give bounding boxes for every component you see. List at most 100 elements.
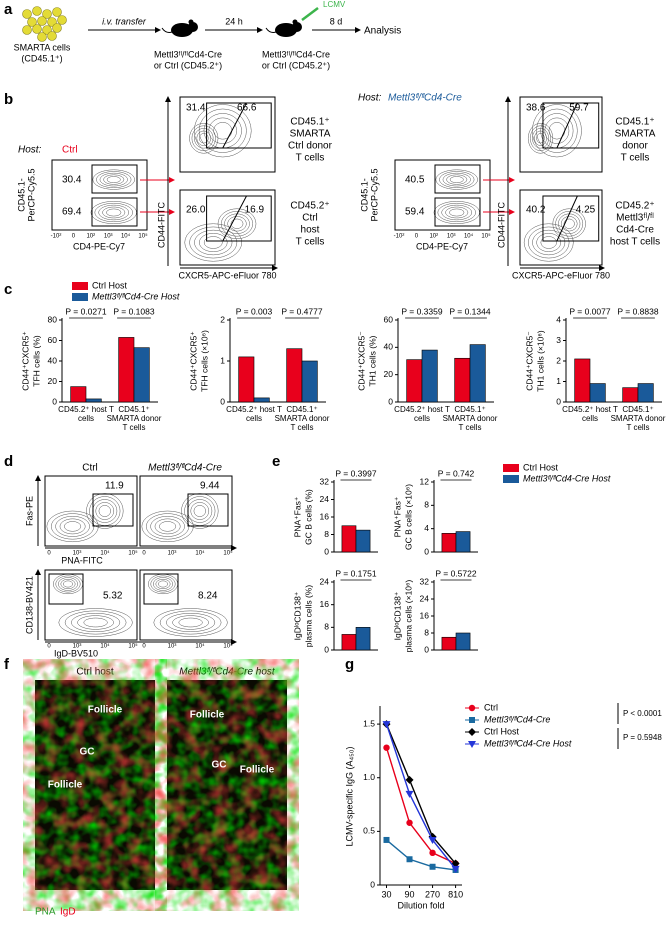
contour xyxy=(523,223,574,262)
contour xyxy=(64,521,82,532)
axis-title: IgDˡᵒCD138⁺ xyxy=(292,591,302,640)
contour xyxy=(60,578,76,590)
gate xyxy=(206,195,272,242)
label: 30.4 xyxy=(62,175,82,186)
axis-title: GC B cells (%) xyxy=(303,489,313,545)
x-tick-label: CD45.2⁺ host T cells xyxy=(226,405,282,423)
bar xyxy=(85,398,102,403)
syringe xyxy=(301,7,319,21)
axis-title: IgDˡᵒCD138⁺ xyxy=(392,591,402,640)
contour xyxy=(193,505,206,517)
category-box: CD45.2⁺ host T cells xyxy=(394,405,450,423)
bar xyxy=(455,632,471,651)
label: 5.32 xyxy=(103,591,123,602)
y-tick-label: 8 xyxy=(424,500,429,510)
label: 40.2 xyxy=(526,205,546,216)
gate xyxy=(92,493,134,527)
label: Cd4-Cre xyxy=(616,225,654,236)
axis-title: CD138-BV421 xyxy=(24,576,34,634)
p-value: P = 0.3997 xyxy=(335,468,376,478)
flow-plot xyxy=(51,159,148,231)
label: host xyxy=(301,225,320,236)
axis-title: GC B cells (×10⁶) xyxy=(403,484,413,550)
label: CD45.2⁺ xyxy=(615,201,654,212)
contour xyxy=(191,125,216,151)
contour xyxy=(172,615,209,630)
tick-label: 0 xyxy=(142,644,146,650)
y-tick-label: 8 xyxy=(324,529,329,539)
contour xyxy=(532,229,566,256)
y-tick-label: 40 xyxy=(48,355,58,365)
micrograph-red xyxy=(35,680,155,890)
bar xyxy=(341,525,357,553)
contour xyxy=(536,233,562,252)
contour xyxy=(59,518,86,535)
label: 4.25 xyxy=(576,205,596,216)
contour xyxy=(208,117,237,144)
axis-title: plasma cells (×10⁶) xyxy=(403,579,413,652)
label: Analysis xyxy=(364,26,401,37)
label: GC xyxy=(212,760,227,771)
legend-label: Mettl3ᶠˡ/ᶠˡCd4-Cre Host xyxy=(523,473,611,483)
tick-label: 10⁴ xyxy=(100,643,110,650)
p-value: P = 0.1344 xyxy=(449,306,490,316)
contour xyxy=(442,172,471,187)
marker xyxy=(383,744,390,751)
label: T cells xyxy=(296,153,325,164)
contour xyxy=(560,216,578,232)
axis-title: Fas-PE xyxy=(24,496,34,526)
y-tick-label: 20 xyxy=(48,376,58,386)
y-tick-label: 0 xyxy=(556,396,561,406)
contour xyxy=(540,236,557,249)
category-box: CD45.1⁺ SMARTA donor T cells xyxy=(443,405,498,432)
label: or Ctrl (CD45.2⁺) xyxy=(154,60,222,70)
legend-swatch xyxy=(503,464,519,472)
contour xyxy=(530,125,551,151)
legend-label: Ctrl xyxy=(484,702,498,712)
tick-label: 10⁵ xyxy=(128,550,138,557)
contour xyxy=(184,223,242,262)
contour xyxy=(58,577,78,591)
contour xyxy=(58,608,133,637)
p-value: P = 0.742 xyxy=(438,468,475,478)
contour xyxy=(536,133,545,144)
contour xyxy=(92,169,135,190)
panel-label: g xyxy=(345,656,354,673)
p-value: P = 0.1751 xyxy=(335,568,376,578)
y-tick-label: 12 xyxy=(420,476,430,486)
y-tick-label: 80 xyxy=(48,314,58,324)
contour xyxy=(153,577,173,591)
tick-label: -10² xyxy=(394,234,405,240)
tick-label: 10³ xyxy=(73,551,82,557)
gate xyxy=(434,197,481,227)
y-tick-label: 8 xyxy=(324,622,329,632)
gate xyxy=(91,197,138,227)
label: Mettl3ᶠˡ/ᶠˡCd4-Cre xyxy=(154,49,222,59)
tick-label: 10⁵ xyxy=(481,233,491,240)
label: or Ctrl (CD45.2⁺) xyxy=(262,60,330,70)
marker xyxy=(428,836,437,844)
label: Ctrl xyxy=(302,213,318,224)
axis-title: CD4-PE-Cy7 xyxy=(73,241,125,251)
bar xyxy=(589,383,606,403)
gate xyxy=(434,164,481,194)
contour xyxy=(158,580,168,588)
marker xyxy=(429,849,436,857)
axis-title: CD44⁺CXCR5⁻ xyxy=(524,331,534,391)
contour xyxy=(77,615,114,630)
axis-title: PerCP-Cy5.5 xyxy=(369,168,379,221)
flow-plot xyxy=(44,569,138,641)
contour xyxy=(441,204,473,221)
y-tick-label: 1 xyxy=(220,355,225,365)
contour xyxy=(103,174,125,185)
x-tick-label: CD45.2⁺ host T cells xyxy=(562,405,618,423)
category-box: CD45.1⁺ SMARTA donor T cells xyxy=(107,405,162,432)
series-line xyxy=(386,839,456,871)
contour xyxy=(190,502,210,520)
label: 16.9 xyxy=(245,205,265,216)
contour xyxy=(99,172,128,187)
axis-title: CD44⁺CXCR5⁺ xyxy=(20,331,30,391)
flow-plot xyxy=(179,189,276,266)
axis-title: CD44⁺CXCR5⁻ xyxy=(356,331,366,391)
tick-label: 10⁵ xyxy=(138,233,148,240)
